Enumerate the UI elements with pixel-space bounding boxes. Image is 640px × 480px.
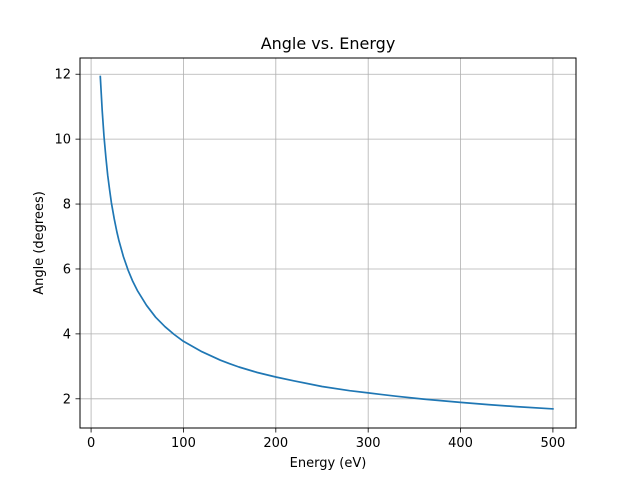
x-axis-label: Energy (eV) <box>290 456 367 471</box>
x-tick-label: 0 <box>87 436 95 451</box>
grid-layer <box>80 58 576 428</box>
plot-frame <box>79 57 577 429</box>
y-tick-label: 12 <box>54 68 71 83</box>
y-axis-label: Angle (degrees) <box>32 191 47 295</box>
y-tick-label: 10 <box>54 133 71 148</box>
chart-title: Angle vs. Energy <box>261 34 396 53</box>
x-tick-label: 300 <box>356 436 381 451</box>
series-line <box>99 75 554 410</box>
y-tick-label: 6 <box>63 262 71 277</box>
x-tick-label: 100 <box>171 436 196 451</box>
x-tick-label: 200 <box>263 436 288 451</box>
tick-layer: 0 100 200 300 400 500 2 4 6 8 10 12 <box>54 68 565 451</box>
y-tick-label: 8 <box>63 198 71 213</box>
x-tick-label: 400 <box>448 436 473 451</box>
y-tick-label: 4 <box>63 327 71 342</box>
y-tick-label: 2 <box>63 392 71 407</box>
x-tick-label: 500 <box>540 436 565 451</box>
data-layer <box>99 75 554 410</box>
